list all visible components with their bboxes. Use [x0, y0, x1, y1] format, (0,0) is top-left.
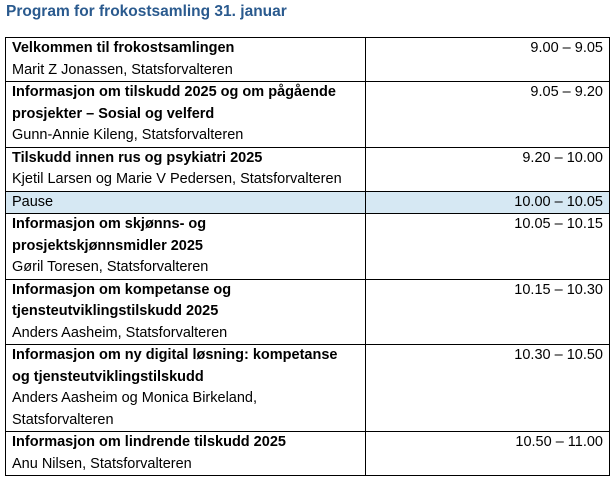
page-title: Program for frokostsamling 31. januar — [6, 3, 287, 20]
table-row: Informasjon om ny digital løsning: kompe… — [5, 344, 610, 432]
program-item-cell: Informasjon om skjønns- og prosjektskjøn… — [5, 213, 366, 280]
time-cell: 10.30 – 10.50 — [365, 344, 610, 432]
program-item-cell: Velkommen til frokostsamlingen Marit Z J… — [5, 37, 366, 82]
table-row: Informasjon om tilskudd 2025 og om pågåe… — [5, 81, 610, 148]
item-title: Tilskudd innen rus og psykiatri 2025 — [12, 149, 263, 166]
program-item-cell: Informasjon om kompetanse og tjensteutvi… — [5, 278, 366, 345]
time-cell: 10.50 – 11.00 — [365, 431, 610, 476]
table-row: Tilskudd innen rus og psykiatri 2025 Kje… — [5, 146, 610, 192]
program-item-cell: Informasjon om ny digital løsning: kompe… — [5, 344, 366, 432]
time-cell: 9.05 – 9.20 — [365, 81, 610, 148]
program-item-cell: Informasjon om tilskudd 2025 og om pågåe… — [5, 81, 366, 148]
item-title: Informasjon om kompetanse og tjensteutvi… — [12, 281, 232, 320]
program-table: Velkommen til frokostsamlingen Marit Z J… — [5, 37, 610, 476]
item-speaker: Gøril Toresen, Statsforvalteren — [12, 259, 209, 275]
item-speaker: Marit Z Jonassen, Statsforvalteren — [12, 61, 233, 78]
item-title: Informasjon om lindrende tilskudd 2025 — [12, 434, 286, 450]
table-row: Informasjon om lindrende tilskudd 2025 A… — [5, 431, 610, 476]
time-cell: 10.15 – 10.30 — [365, 278, 610, 345]
table-row: Informasjon om skjønns- og prosjektskjøn… — [5, 213, 610, 280]
item-speaker: Anders Aasheim og Monica Birkeland, Stat… — [12, 390, 258, 428]
item-title: Velkommen til frokostsamlingen — [12, 40, 235, 56]
item-speaker: Gunn-Annie Kileng, Statsforvalteren — [12, 127, 244, 143]
pause-label: Pause — [5, 190, 366, 214]
time-cell: 9.20 – 10.00 — [365, 146, 610, 192]
program-item-cell: Tilskudd innen rus og psykiatri 2025 Kje… — [5, 146, 366, 192]
time-cell: 10.05 – 10.15 — [365, 213, 610, 280]
item-speaker: Kjetil Larsen og Marie V Pedersen, Stats… — [12, 171, 342, 187]
time-cell: 9.00 – 9.05 — [365, 37, 610, 82]
item-speaker: Anders Aasheim, Statsforvalteren — [12, 324, 228, 341]
item-title: Informasjon om ny digital løsning: kompe… — [12, 347, 338, 385]
pause-row: Pause 10.00 – 10.05 — [5, 190, 610, 214]
item-title: Informasjon om skjønns- og prosjektskjøn… — [12, 216, 207, 254]
program-item-cell: Informasjon om lindrende tilskudd 2025 A… — [5, 431, 366, 476]
time-cell: 10.00 – 10.05 — [365, 190, 610, 214]
item-title: Informasjon om tilskudd 2025 og om pågåe… — [12, 84, 336, 122]
table-row: Informasjon om kompetanse og tjensteutvi… — [5, 278, 610, 345]
item-speaker: Anu Nilsen, Statsforvalteren — [12, 455, 192, 472]
table-row: Velkommen til frokostsamlingen Marit Z J… — [5, 37, 610, 82]
